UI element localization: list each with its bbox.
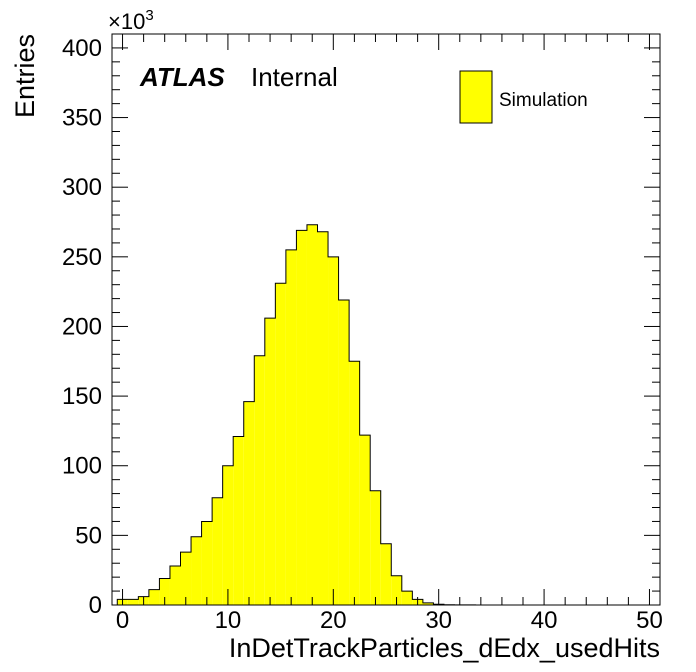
histogram-bin: [159, 578, 170, 605]
histogram-bin: [296, 230, 307, 605]
histogram-bin: [264, 318, 276, 605]
histogram-bin: [338, 300, 350, 605]
y-axis-label: Entries: [10, 34, 40, 118]
y-tick-label: 150: [62, 383, 102, 410]
y-tick-label: 350: [62, 105, 102, 132]
histogram-bars: [117, 224, 487, 606]
y-tick-label: 100: [62, 453, 102, 480]
y-tick-label: 400: [62, 35, 102, 62]
plot-frame: [111, 33, 661, 606]
y-multiplier-label: ×103: [108, 7, 154, 34]
histogram-bin: [317, 231, 329, 605]
histogram-bin: [285, 249, 297, 606]
legend-swatch: [459, 70, 493, 124]
y-tick-label: 0: [89, 592, 102, 619]
histogram-bin: [391, 575, 402, 605]
histogram-bin: [349, 361, 360, 605]
histogram-bin: [275, 283, 286, 605]
y-tick-label: 200: [62, 313, 102, 340]
histogram-bin: [127, 599, 139, 605]
legend-label: Simulation: [499, 90, 588, 111]
histogram-bin: [254, 355, 265, 605]
histogram-bin: [422, 602, 434, 605]
histogram-bin: [359, 435, 371, 605]
histogram-bin: [243, 401, 255, 605]
histogram-bin: [328, 256, 339, 605]
histogram-bin: [401, 591, 413, 605]
histogram-bin: [212, 497, 223, 605]
histogram-bin: [306, 224, 318, 606]
histogram-bin: [191, 536, 202, 605]
x-axis-label: InDetTrackParticles_dEdx_usedHits: [229, 633, 660, 663]
y-tick-label: 250: [62, 244, 102, 271]
x-tick-label: 0: [116, 607, 129, 634]
y-tick-label: 50: [75, 522, 102, 549]
status-label: Internal: [251, 62, 338, 92]
x-axis-ticks: 0 10 20 30 40 50: [116, 34, 663, 634]
y-tick-label: 300: [62, 174, 102, 201]
x-tick-label: 10: [215, 607, 242, 634]
legend: Simulation: [459, 70, 588, 124]
histogram-bin: [180, 552, 192, 605]
experiment-label: ATLAS: [139, 62, 225, 92]
histogram-bin: [148, 589, 160, 605]
y-axis-ticks: 0 50 100 150 200 250 300 350 400: [62, 33, 660, 619]
histogram-bin: [169, 566, 181, 605]
x-tick-label: 50: [636, 607, 663, 634]
histogram-bin: [370, 490, 381, 605]
x-tick-label: 40: [531, 607, 558, 634]
histogram-bin: [201, 521, 213, 605]
histogram-bin: [233, 436, 244, 605]
x-tick-label: 20: [320, 607, 347, 634]
histogram-bin: [222, 465, 234, 605]
histogram-bin: [380, 543, 392, 605]
x-tick-label: 30: [425, 607, 452, 634]
